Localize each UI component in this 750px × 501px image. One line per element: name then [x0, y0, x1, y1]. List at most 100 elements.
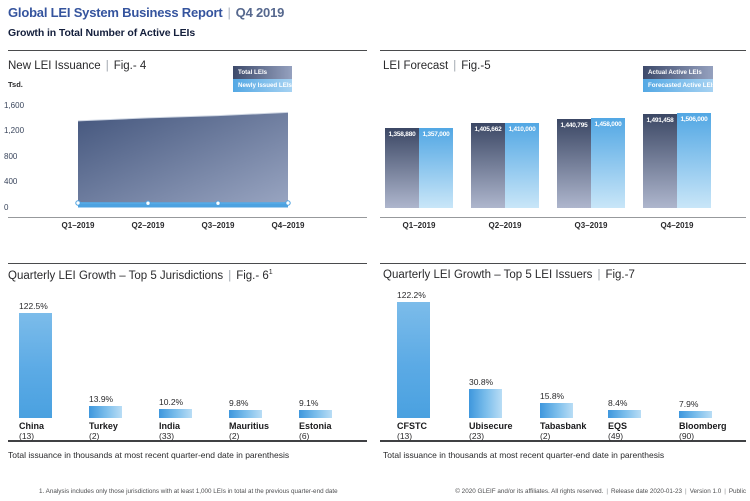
release-date: Release date 2020-01-23	[610, 488, 683, 495]
fig6-bar	[229, 409, 262, 418]
fig7-bar	[540, 403, 573, 418]
fig7-bar	[608, 410, 641, 418]
fig5-title: LEI Forecast | Fig.-5	[383, 60, 491, 72]
fig7-count-label: (49)	[608, 431, 624, 441]
fig6-bar	[159, 409, 192, 418]
fig5-legend: Actual Active LEIs Forecasted Active LEI…	[643, 66, 713, 92]
fig4-legend: Total LEIs Newly Issued LEIs	[233, 66, 292, 92]
fig6-count-label: (6)	[299, 431, 310, 441]
fig6-title-pipe: |	[228, 269, 232, 282]
fig7-pct-label: 15.8%	[540, 391, 565, 402]
fig4-ytick: 1,200	[4, 126, 25, 135]
fig4-area-plot	[75, 111, 291, 208]
fig4-fig-label: Fig.- 4	[113, 60, 147, 72]
fig6-pct-label: 122.5%	[19, 301, 48, 312]
fig7-category-label: EQS	[608, 421, 628, 431]
fig6-note: Total issuance in thousands at most rece…	[8, 450, 290, 460]
fig4-unit-label: Tsd.	[8, 80, 23, 89]
fig5-xlabel: Q2–2019	[488, 221, 522, 230]
title-separator: |	[227, 5, 231, 20]
fig7-note: Total issuance in thousands at most rece…	[383, 450, 665, 460]
classification-label: Public	[728, 488, 746, 495]
fig5-bar-value: 1,440,795	[560, 122, 588, 130]
report-subtitle: Growth in Total Number of Active LEIs	[8, 27, 196, 39]
fig7-fig-label: Fig.-7	[605, 269, 635, 281]
fig6-fig-label: Fig.- 6	[236, 269, 269, 282]
fig7-title-pipe: |	[597, 269, 601, 281]
footer-separator: |	[685, 488, 687, 495]
fig5-bar-value: 1,405,662	[474, 126, 502, 134]
section-divider-left	[8, 263, 367, 264]
fig5-bar-value: 1,506,000	[680, 115, 708, 123]
fig5-bar-actual: 1,358,880	[385, 128, 419, 208]
version-label: Version 1.0	[689, 488, 722, 495]
fig5-xlabel: Q4–2019	[660, 221, 694, 230]
fig6-pct-label: 10.2%	[159, 397, 184, 408]
footer-separator: |	[724, 488, 726, 495]
fig6-bar	[89, 406, 122, 418]
fig5-bar-forecast: 1,506,000	[677, 112, 711, 208]
fig7-bar	[469, 388, 502, 418]
fig7-bar	[679, 410, 712, 418]
fig6-count-label: (2)	[89, 431, 100, 441]
fig6-bar	[19, 313, 52, 418]
fig7-count-label: (23)	[469, 431, 485, 441]
fig7-count-label: (2)	[540, 431, 551, 441]
fig5-bar-value: 1,410,000	[508, 125, 536, 133]
fig5-bar-value: 1,358,880	[388, 131, 416, 139]
fig7-pct-label: 8.4%	[608, 398, 628, 409]
fig5-fig-label: Fig.-5	[461, 60, 491, 72]
fig4-title-text: New LEI Issuance	[8, 60, 101, 72]
footer-legal: © 2020 GLEIF and/or its affiliates. All …	[380, 488, 746, 495]
fig5-bar-value: 1,357,000	[422, 131, 450, 139]
fig6-footnote-marker: 1	[268, 269, 273, 276]
fig5-legend-actual: Actual Active LEIs	[643, 66, 713, 79]
fig5-title-pipe: |	[453, 60, 457, 72]
fig7-category-label: Tabasbank	[540, 421, 587, 431]
fig4-ytick: 400	[4, 177, 18, 186]
report-title: Global LEI System Business Report	[8, 5, 223, 20]
fig7-count-label: (13)	[397, 431, 413, 441]
fig5-bar-actual: 1,491,458	[643, 114, 677, 208]
fig5-bar-value: 1,491,458	[646, 117, 674, 125]
fig7-title-text: Quarterly LEI Growth – Top 5 LEI Issuers	[383, 269, 593, 281]
fig7-count-label: (90)	[679, 431, 695, 441]
fig4-title-pipe: |	[105, 60, 109, 72]
fig4-xlabel: Q3–2019	[201, 221, 235, 230]
fig4-ytick: 800	[4, 151, 18, 161]
fig4-title: New LEI Issuance | Fig.- 4	[8, 60, 146, 72]
fig7-pct-label: 30.8%	[469, 376, 494, 387]
fig6-category-label: Mauritius	[229, 421, 270, 431]
fig4-xlabel: Q1–2019	[61, 221, 95, 230]
fig7-pct-label: 122.2%	[397, 290, 426, 301]
fig6-pct-label: 13.9%	[89, 394, 114, 405]
fig6-bar	[299, 410, 332, 418]
fig7-category-label: Ubisecure	[469, 421, 513, 431]
fig4-xlabel: Q4–2019	[271, 221, 305, 230]
fig4-x-axis	[8, 217, 367, 218]
fig4-legend-total-leis: Total LEIs	[233, 66, 292, 79]
fig7-category-label: CFSTC	[397, 421, 427, 431]
fig4-ytick: 0	[4, 202, 9, 212]
fig6-category-label: China	[19, 421, 45, 431]
fig6-category-label: Estonia	[299, 421, 332, 431]
fig6-pct-label: 9.8%	[229, 397, 249, 408]
fig7-bottom-rule	[380, 440, 746, 442]
fig6-category-label: India	[159, 421, 181, 431]
header-divider-left	[8, 50, 367, 51]
fig5-xlabel: Q1–2019	[402, 221, 436, 230]
fig6-title: Quarterly LEI Growth – Top 5 Jurisdictio…	[8, 269, 273, 282]
fig6-count-label: (13)	[19, 431, 35, 441]
fig5-bar-forecast: 1,458,000	[591, 117, 625, 208]
fig5-bar-forecast: 1,357,000	[419, 128, 453, 208]
fig5-bar-value: 1,458,000	[594, 120, 622, 128]
report-period: Q4 2019	[235, 5, 285, 20]
header-divider-right	[380, 50, 746, 51]
fig5-bar-forecast: 1,410,000	[505, 122, 539, 208]
fig4-ytick: 1,600	[4, 100, 25, 110]
fig5-bar-actual: 1,440,795	[557, 119, 591, 208]
fig4-legend-newly-issued: Newly Issued LEIs	[233, 79, 292, 92]
fig6-count-label: (2)	[229, 431, 240, 441]
fig7-title: Quarterly LEI Growth – Top 5 LEI Issuers…	[383, 269, 635, 281]
